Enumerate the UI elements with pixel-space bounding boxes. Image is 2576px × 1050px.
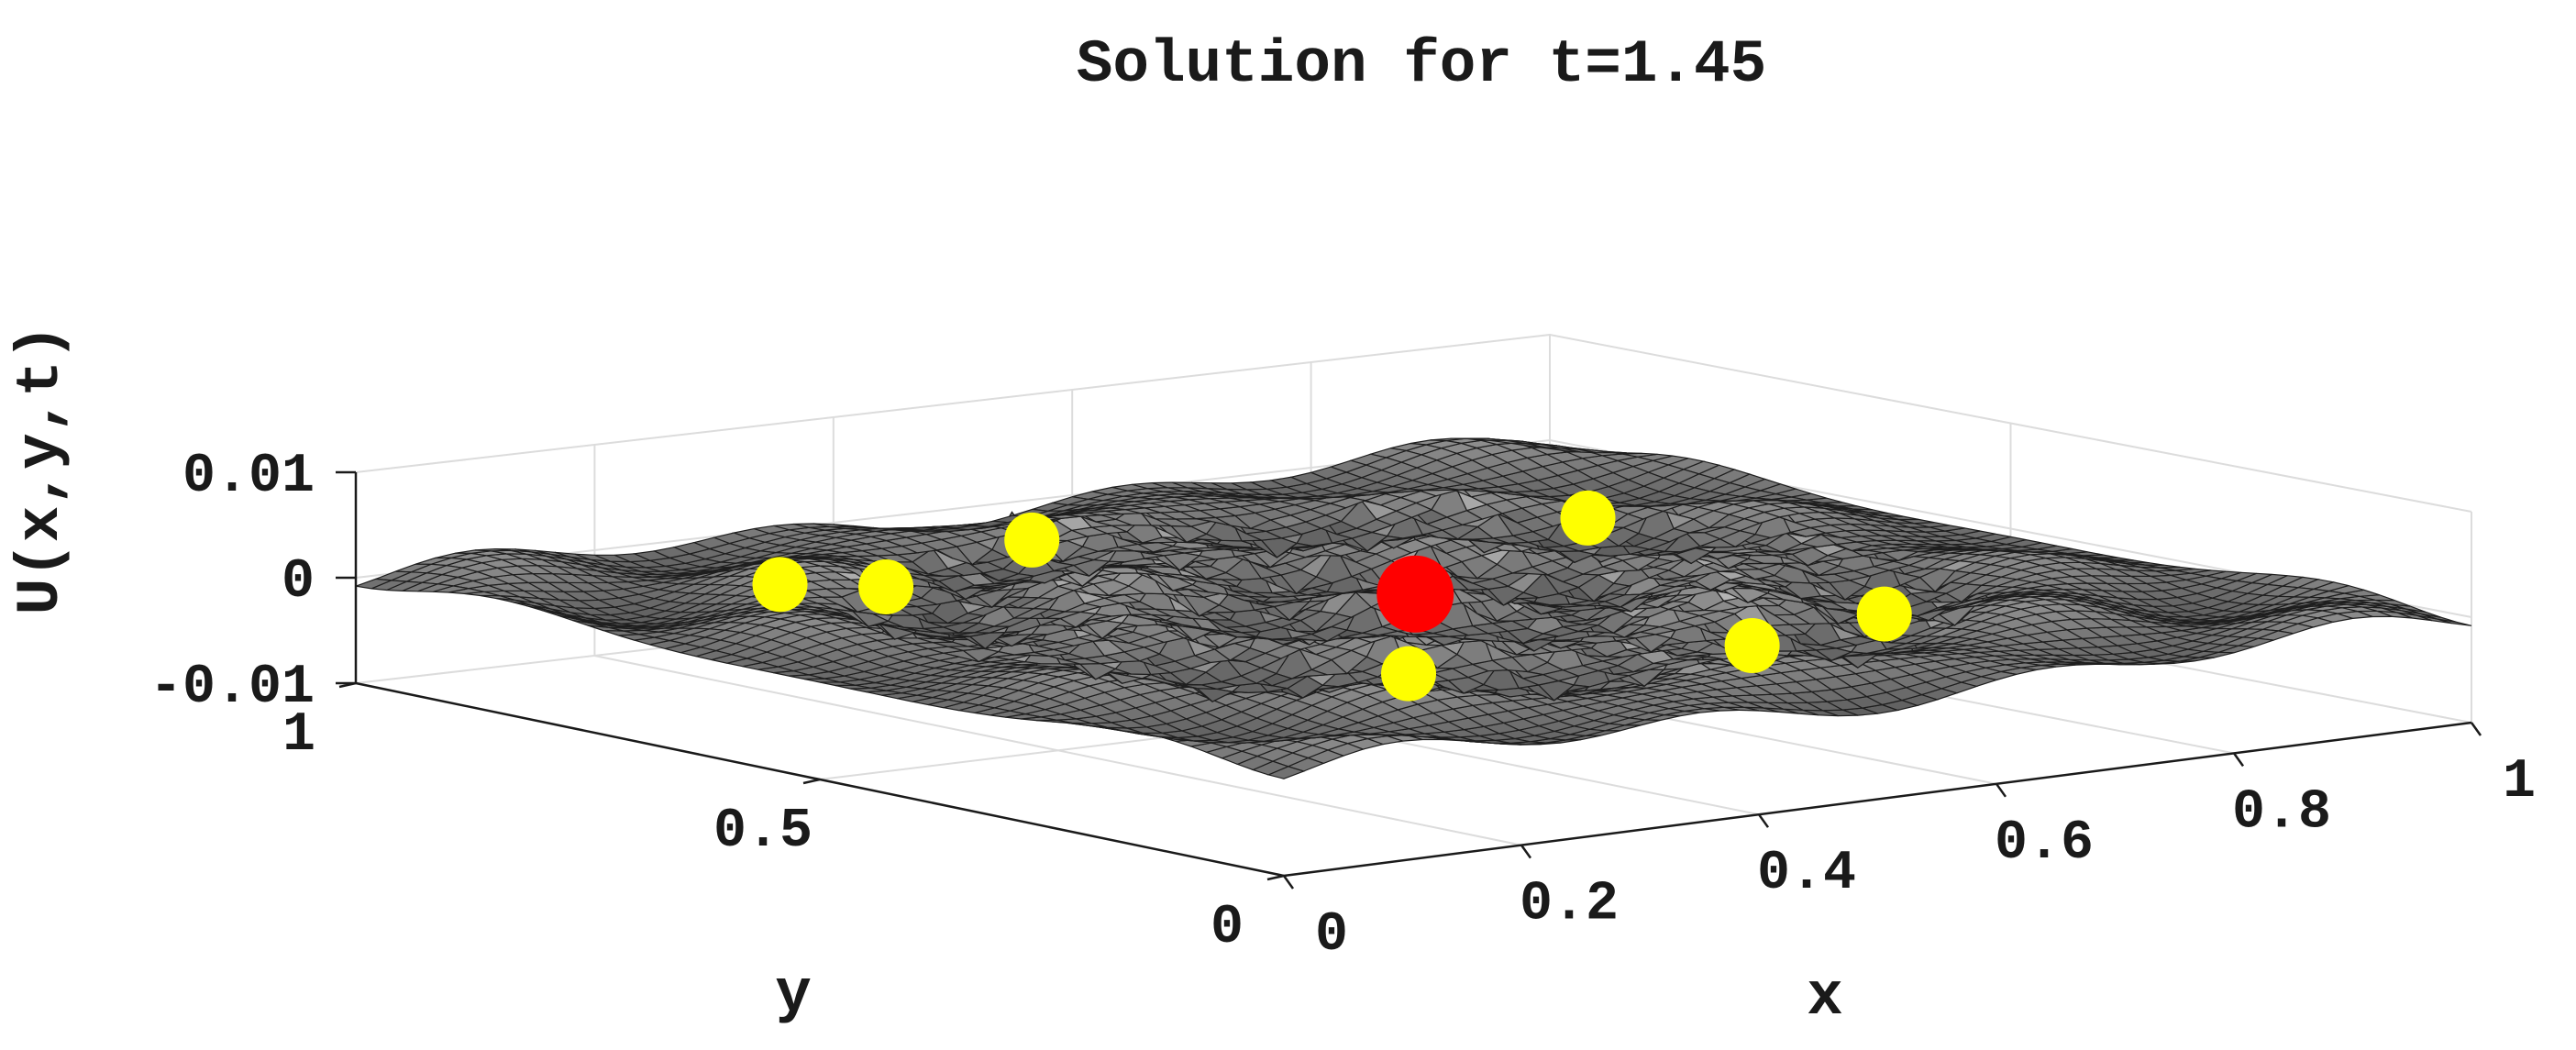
y-tick-mark <box>1266 874 1285 881</box>
z-axis-label: U(x,y,t) <box>6 325 75 615</box>
z-tick-label: 0 <box>282 551 315 613</box>
x-tick-mark <box>1282 875 1295 890</box>
z-tick-label: -0.01 <box>149 657 315 719</box>
chart-title: Solution for t=1.45 <box>1077 30 1767 99</box>
x-axis-label: x <box>1807 963 1843 1032</box>
x-tick-label: 0.6 <box>1995 812 2094 875</box>
sensor-marker <box>1381 646 1437 702</box>
solution-surface <box>355 437 2472 779</box>
x-tick-label: 0.8 <box>2232 781 2331 844</box>
sensor-marker <box>752 557 808 613</box>
x-tick-label: 1 <box>2503 751 2536 813</box>
x-tick-mark <box>1520 844 1532 859</box>
x-tick-label: 0.2 <box>1520 874 1619 936</box>
x-tick-mark <box>1757 813 1770 828</box>
sensor-marker <box>1724 618 1780 674</box>
sensor-marker <box>858 558 914 614</box>
y-tick-label: 0.5 <box>713 801 813 863</box>
sensor-marker <box>1004 512 1060 568</box>
sensor-marker <box>1560 490 1616 546</box>
x-tick-label: 0 <box>1315 904 1348 967</box>
y-tick-mark <box>802 778 821 785</box>
z-tick-label: 0.01 <box>182 446 315 508</box>
x-tick-mark <box>1995 783 2007 798</box>
source-marker <box>1376 555 1454 633</box>
y-tick-label: 0 <box>1211 897 1244 959</box>
x-tick-label: 0.4 <box>1757 843 1856 905</box>
y-axis-label: y <box>775 960 812 1029</box>
x-tick-mark <box>2470 722 2482 736</box>
sensor-marker <box>1856 586 1912 642</box>
x-tick-mark <box>2232 752 2245 768</box>
